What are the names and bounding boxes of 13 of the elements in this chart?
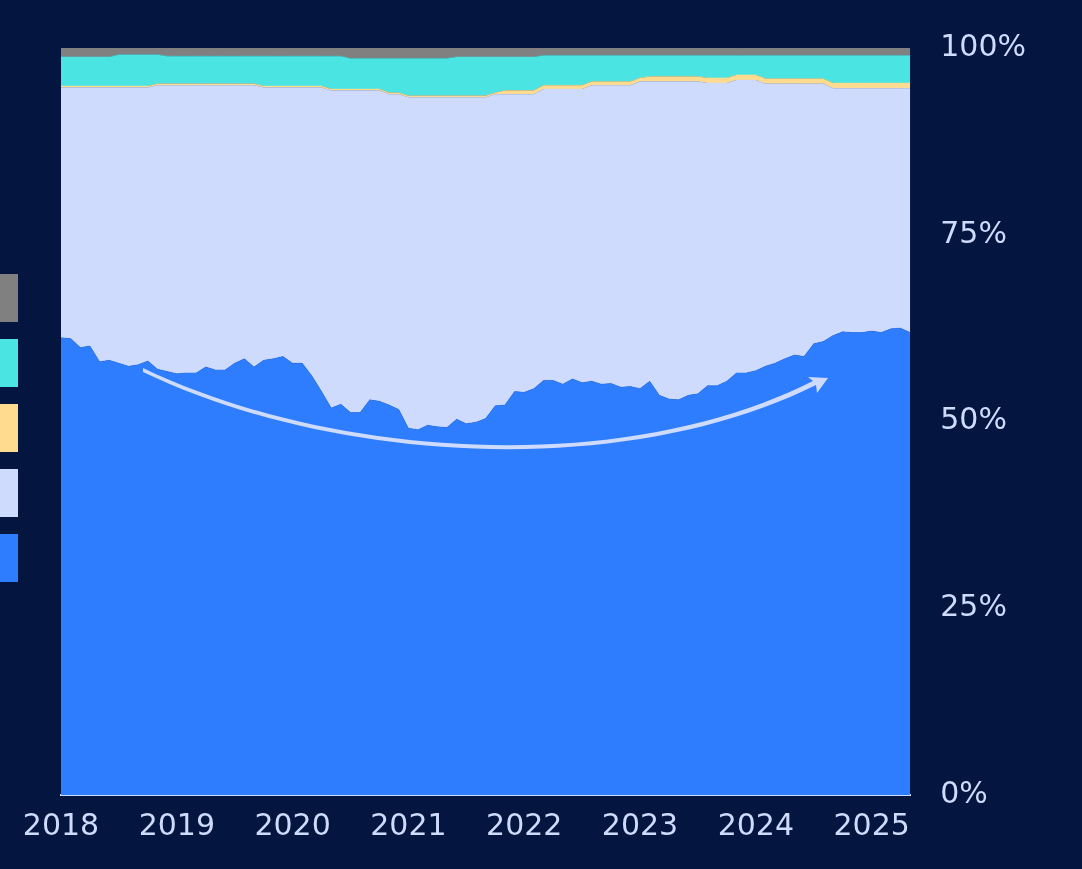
- x-tick-label: 2023: [601, 806, 679, 842]
- x-tick-label: 2021: [370, 806, 447, 842]
- x-tick-label: 2022: [486, 806, 563, 842]
- x-tick-label: 2024: [717, 806, 795, 842]
- y-tick-label: 75%: [940, 214, 1007, 250]
- x-tick-label: 2020: [254, 806, 331, 842]
- y-tick-label: 50%: [940, 401, 1007, 437]
- x-tick-label: 2025: [833, 806, 910, 842]
- y-tick-label: 0%: [940, 774, 988, 810]
- x-tick-label: 2018: [22, 806, 100, 842]
- y-tick-label: 100%: [940, 27, 1027, 63]
- y-tick-label: 25%: [940, 588, 1007, 624]
- x-tick-label: 2019: [138, 806, 215, 842]
